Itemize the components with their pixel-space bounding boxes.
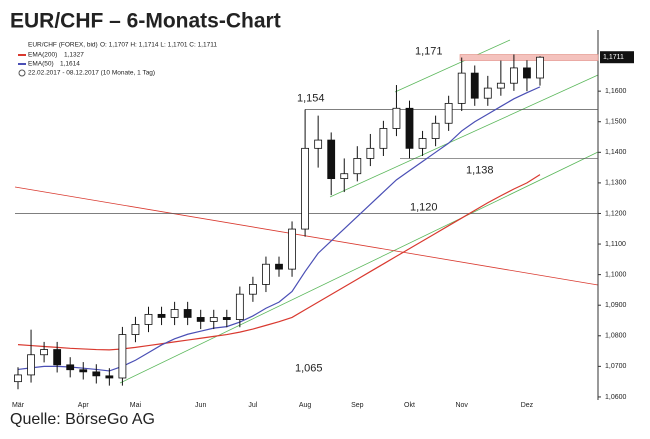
- candle-body: [392, 107, 401, 129]
- trendline: [394, 39, 511, 93]
- candle-body: [79, 369, 88, 373]
- candle-body: [40, 349, 48, 356]
- resistance-zone: [459, 54, 599, 61]
- y-tick-label: 1,1300: [605, 180, 627, 187]
- legend-clock: [18, 69, 26, 77]
- legend: EUR/CHF (FOREX, bid) O: 1,1707 H: 1,1714…: [18, 42, 217, 77]
- x-tick-label: Sep: [351, 402, 364, 409]
- x-tick-label: Jul: [248, 402, 257, 409]
- legend-ohlc: O: 1,1707 H: 1,1714 L: 1,1701 C: 1,1711: [100, 42, 217, 49]
- chart-title: EUR/CHF – 6-Monats-Chart: [10, 10, 281, 33]
- legend-label: EMA(50): [28, 61, 54, 68]
- x-tick-label: Dez: [521, 402, 534, 409]
- x-tick-label: Jun: [195, 402, 206, 409]
- candle-body: [92, 371, 101, 377]
- candle-body: [131, 324, 140, 335]
- source: Quelle: BörseGo AG: [10, 411, 155, 428]
- legend-label: EMA(200): [28, 52, 57, 59]
- candle-body: [262, 263, 270, 285]
- level-label: 1,065: [295, 363, 323, 375]
- y-tick-label: 1,1100: [605, 241, 626, 248]
- candle-body: [496, 82, 505, 89]
- candle-body: [340, 173, 349, 180]
- last-price-box: [600, 51, 634, 64]
- candle-body: [418, 138, 427, 149]
- legend-range: 22.02.2017 - 08.12.2017 (10 Monate, 1 Ta…: [28, 70, 155, 77]
- level-label: 1,171: [415, 45, 443, 57]
- candle-body: [222, 317, 231, 320]
- legend-value: 1,1614: [60, 61, 80, 68]
- candle-body: [457, 72, 466, 104]
- last-price-label: 1,1711: [603, 54, 624, 61]
- x-tick-label: Nov: [455, 402, 468, 409]
- y-tick-label: 1,1200: [605, 210, 627, 217]
- level-label: 1,138: [466, 164, 494, 176]
- candle-body: [470, 72, 479, 99]
- x-tick-label: Okt: [404, 402, 415, 409]
- candle-body: [327, 139, 336, 180]
- legend-instrument: EUR/CHF (FOREX, bid): [28, 42, 98, 49]
- x-tick-label: Aug: [299, 402, 312, 409]
- candle-body: [144, 313, 153, 325]
- legend-value: 1,1327: [64, 52, 84, 59]
- candle-body: [53, 349, 62, 366]
- candle-body: [118, 334, 127, 379]
- y-tick-label: 1,1400: [605, 149, 627, 156]
- candle-body: [14, 374, 22, 383]
- candle-body: [66, 364, 75, 371]
- y-tick-label: 1,0800: [605, 333, 627, 340]
- candle-body: [353, 158, 362, 175]
- y-tick-label: 1,0700: [605, 363, 627, 370]
- candle-body: [275, 263, 283, 270]
- candle-body: [157, 313, 166, 318]
- candle-body: [431, 122, 440, 139]
- ema-line: [17, 174, 541, 351]
- candle-body: [536, 56, 544, 79]
- trendline: [329, 74, 599, 198]
- trendlines: [14, 39, 599, 384]
- candle-body: [209, 317, 218, 322]
- y-tick-label: 1,1500: [605, 119, 627, 126]
- ema-line: [17, 86, 541, 372]
- x-tick-label: Mai: [130, 402, 142, 409]
- candle-body: [288, 228, 296, 270]
- y-tick-label: 1,0900: [605, 302, 627, 309]
- candle-body: [509, 67, 518, 84]
- candle-body: [379, 128, 388, 149]
- candle-body: [105, 375, 114, 379]
- candle-body: [483, 87, 492, 99]
- candle-body: [301, 147, 310, 230]
- candle-body: [314, 139, 323, 149]
- candle-body: [235, 293, 244, 320]
- trendline: [14, 186, 599, 286]
- level-label: 1,120: [410, 201, 438, 213]
- y-tick-label: 1,1000: [605, 271, 627, 278]
- candle-body: [170, 309, 179, 318]
- level-label: 1,154: [297, 92, 325, 104]
- x-tick-label: Mär: [12, 402, 25, 409]
- y-tick-label: 1,1600: [605, 88, 627, 95]
- candle-body: [366, 147, 375, 159]
- candle-body: [196, 317, 205, 322]
- x-tick-label: Apr: [78, 402, 90, 409]
- candle-body: [405, 107, 414, 149]
- candle-body: [248, 284, 257, 295]
- candle-body: [27, 354, 35, 376]
- y-tick-label: 1,0600: [605, 394, 627, 401]
- candle-body: [444, 102, 453, 124]
- candle-body: [183, 309, 192, 318]
- candle-body: [523, 67, 531, 79]
- trendline: [119, 151, 599, 384]
